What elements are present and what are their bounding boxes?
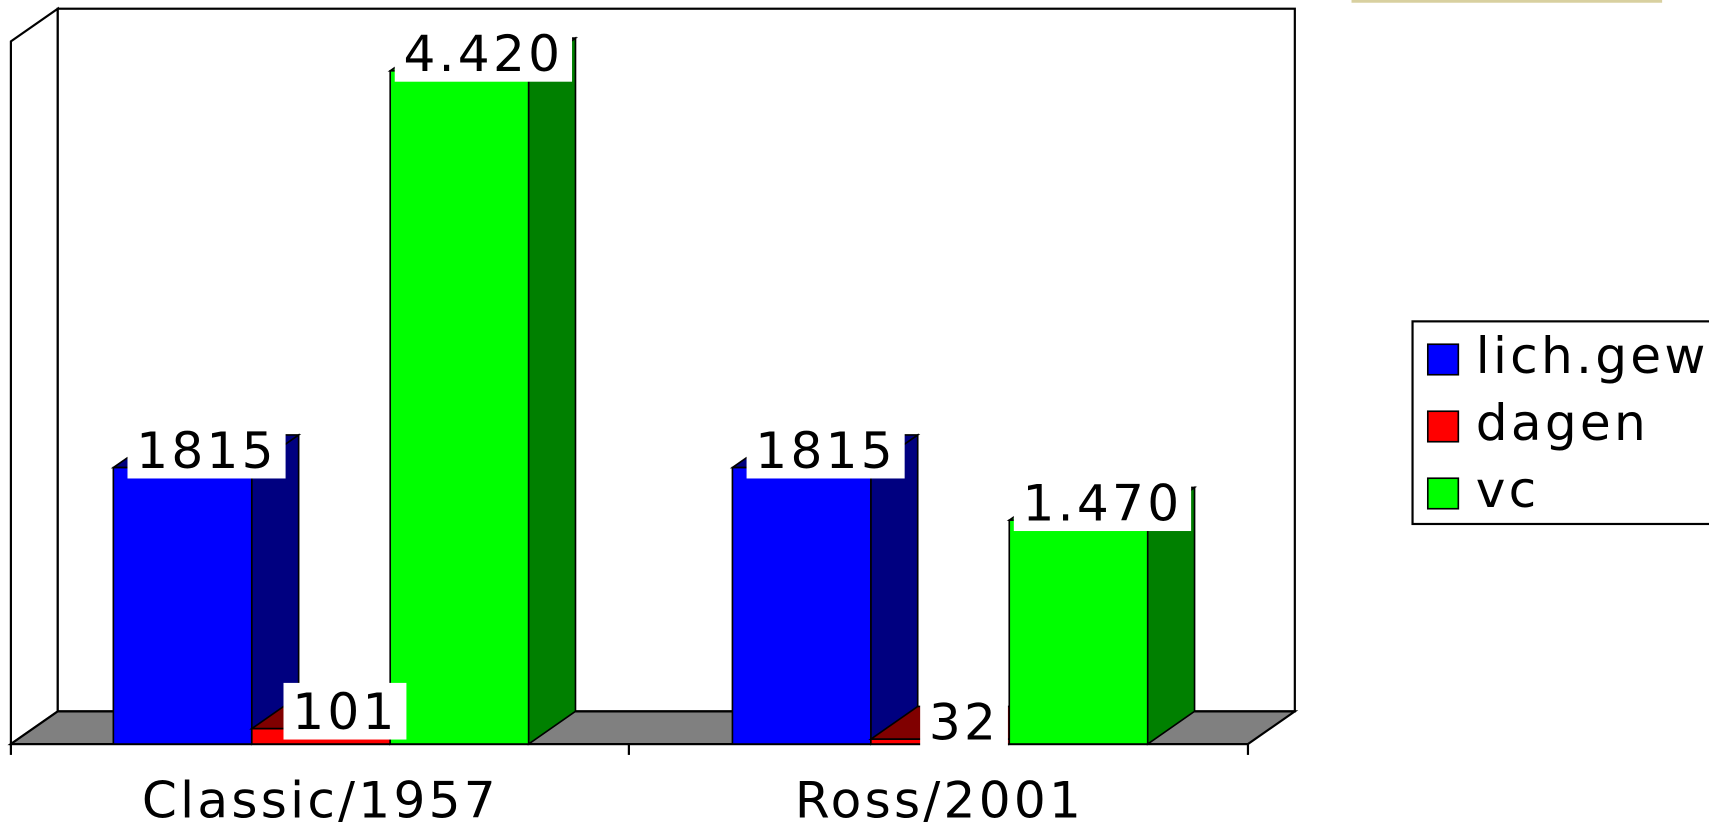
legend-label: vc: [1476, 460, 1540, 519]
legend-swatch: [1426, 343, 1460, 376]
bar: [1008, 519, 1149, 745]
bar: [389, 69, 530, 745]
data-label-bg: [1013, 474, 1192, 532]
data-label-bg: [127, 421, 286, 479]
data-label: 101: [292, 682, 397, 741]
data-label-bg: [283, 682, 407, 740]
bar-side: [527, 36, 577, 746]
legend-swatch: [1426, 477, 1460, 510]
left-wall: [9, 6, 59, 747]
bar: [112, 466, 253, 745]
legend-label: dagen: [1476, 393, 1649, 452]
data-label-bg: [920, 693, 1008, 751]
data-label: 32: [929, 693, 999, 752]
x-tick-label: Classic/1957: [142, 770, 499, 829]
legend-swatch: [1426, 410, 1460, 443]
data-label-bg: [746, 421, 905, 479]
data-label: 4.420: [403, 24, 563, 83]
data-label: 1.470: [1023, 474, 1183, 533]
bar: [731, 466, 872, 745]
data-label-bg: [394, 25, 573, 82]
data-label: 1815: [755, 421, 896, 480]
x-tick-label: Ross/2001: [795, 770, 1084, 829]
data-label: 1815: [136, 421, 277, 480]
legend-label: lich.gew: [1476, 326, 1709, 385]
bar-side: [870, 433, 919, 746]
legend: [1411, 320, 1709, 526]
